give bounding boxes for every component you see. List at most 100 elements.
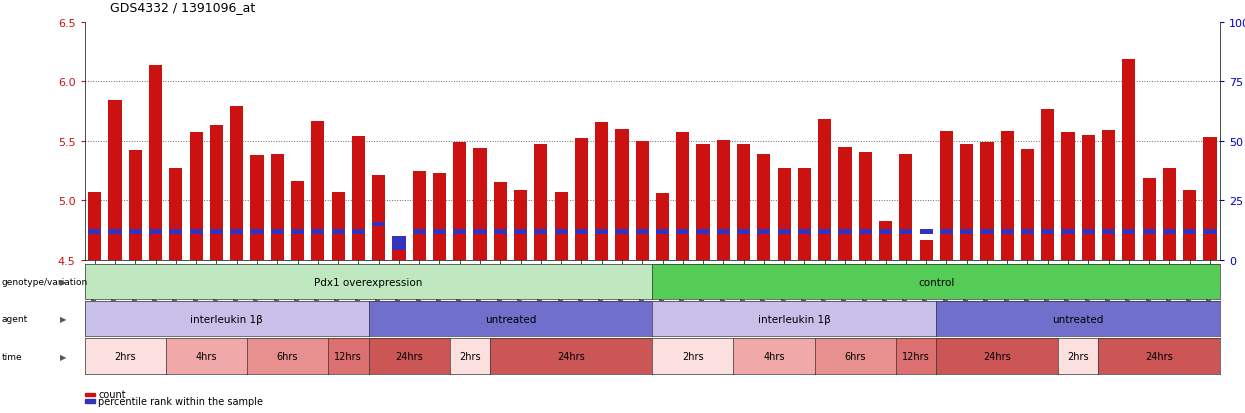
- Text: interleukin 1β: interleukin 1β: [190, 314, 263, 324]
- Bar: [331, 192, 345, 260]
- Bar: [433, 229, 446, 234]
- Text: ▶: ▶: [60, 315, 66, 323]
- Text: interleukin 1β: interleukin 1β: [758, 314, 830, 324]
- Text: 2hrs: 2hrs: [1067, 351, 1089, 361]
- Bar: [149, 229, 162, 234]
- Bar: [899, 229, 913, 234]
- Bar: [189, 133, 203, 260]
- Bar: [372, 222, 385, 227]
- Bar: [960, 229, 974, 234]
- Bar: [270, 154, 284, 260]
- Bar: [1021, 229, 1035, 234]
- Text: 24hrs: 24hrs: [1145, 351, 1173, 361]
- Bar: [392, 244, 406, 260]
- Bar: [940, 229, 952, 234]
- Bar: [331, 229, 345, 234]
- Bar: [534, 229, 548, 234]
- Text: ▶: ▶: [60, 352, 66, 361]
- Bar: [1102, 131, 1116, 260]
- Text: 6hrs: 6hrs: [844, 351, 865, 361]
- Text: 12hrs: 12hrs: [335, 351, 362, 361]
- Bar: [838, 229, 852, 234]
- Bar: [352, 229, 365, 234]
- Text: 12hrs: 12hrs: [903, 351, 930, 361]
- Bar: [1163, 169, 1177, 260]
- Bar: [920, 229, 933, 234]
- Text: 2hrs: 2hrs: [682, 351, 703, 361]
- Text: 24hrs: 24hrs: [984, 351, 1011, 361]
- Text: count: count: [98, 389, 126, 399]
- Text: control: control: [918, 277, 955, 287]
- Bar: [980, 229, 994, 234]
- Bar: [757, 154, 771, 260]
- Bar: [230, 229, 243, 234]
- Bar: [210, 229, 223, 234]
- Bar: [494, 183, 507, 260]
- Bar: [1021, 150, 1035, 260]
- Bar: [737, 145, 751, 260]
- Bar: [1102, 229, 1116, 234]
- Bar: [311, 121, 325, 260]
- Bar: [250, 156, 264, 260]
- Bar: [615, 130, 629, 260]
- Text: 4hrs: 4hrs: [195, 351, 217, 361]
- Text: agent: agent: [1, 315, 27, 323]
- Bar: [717, 229, 730, 234]
- Text: Pdx1 overexpression: Pdx1 overexpression: [314, 277, 423, 287]
- Bar: [778, 229, 791, 234]
- Bar: [595, 229, 609, 234]
- Bar: [1183, 190, 1196, 260]
- Bar: [798, 229, 810, 234]
- Bar: [270, 229, 284, 234]
- Bar: [656, 229, 669, 234]
- Text: genotype/variation: genotype/variation: [1, 278, 87, 286]
- Bar: [920, 240, 933, 260]
- Bar: [88, 192, 101, 260]
- Bar: [696, 145, 710, 260]
- Bar: [1143, 178, 1155, 260]
- Bar: [1062, 229, 1074, 234]
- Text: 2hrs: 2hrs: [459, 351, 481, 361]
- Bar: [1183, 229, 1196, 234]
- Bar: [291, 182, 304, 260]
- Bar: [899, 154, 913, 260]
- Text: untreated: untreated: [484, 314, 537, 324]
- Bar: [311, 229, 325, 234]
- Bar: [636, 229, 649, 234]
- Bar: [757, 229, 771, 234]
- Bar: [676, 133, 690, 260]
- Bar: [128, 151, 142, 260]
- Bar: [615, 229, 629, 234]
- Text: percentile rank within the sample: percentile rank within the sample: [98, 396, 264, 406]
- Bar: [412, 229, 426, 234]
- Bar: [514, 229, 527, 234]
- Bar: [149, 66, 162, 260]
- Text: 6hrs: 6hrs: [276, 351, 298, 361]
- Bar: [1041, 109, 1055, 260]
- Bar: [230, 107, 243, 260]
- Text: 24hrs: 24hrs: [558, 351, 585, 361]
- Bar: [352, 137, 365, 260]
- Bar: [1062, 133, 1074, 260]
- Bar: [575, 229, 588, 234]
- Bar: [1041, 229, 1055, 234]
- Bar: [960, 145, 974, 260]
- Bar: [473, 229, 487, 234]
- Bar: [554, 229, 568, 234]
- Bar: [412, 171, 426, 260]
- Bar: [818, 229, 832, 234]
- Bar: [108, 229, 122, 234]
- Bar: [676, 229, 690, 234]
- Bar: [554, 192, 568, 260]
- Text: 24hrs: 24hrs: [395, 351, 423, 361]
- Bar: [818, 120, 832, 260]
- Bar: [737, 229, 751, 234]
- Bar: [473, 149, 487, 260]
- Bar: [696, 229, 710, 234]
- Bar: [1204, 138, 1216, 260]
- Bar: [291, 229, 304, 234]
- Bar: [940, 132, 952, 260]
- Bar: [494, 229, 507, 234]
- Bar: [879, 229, 893, 234]
- Bar: [859, 229, 872, 234]
